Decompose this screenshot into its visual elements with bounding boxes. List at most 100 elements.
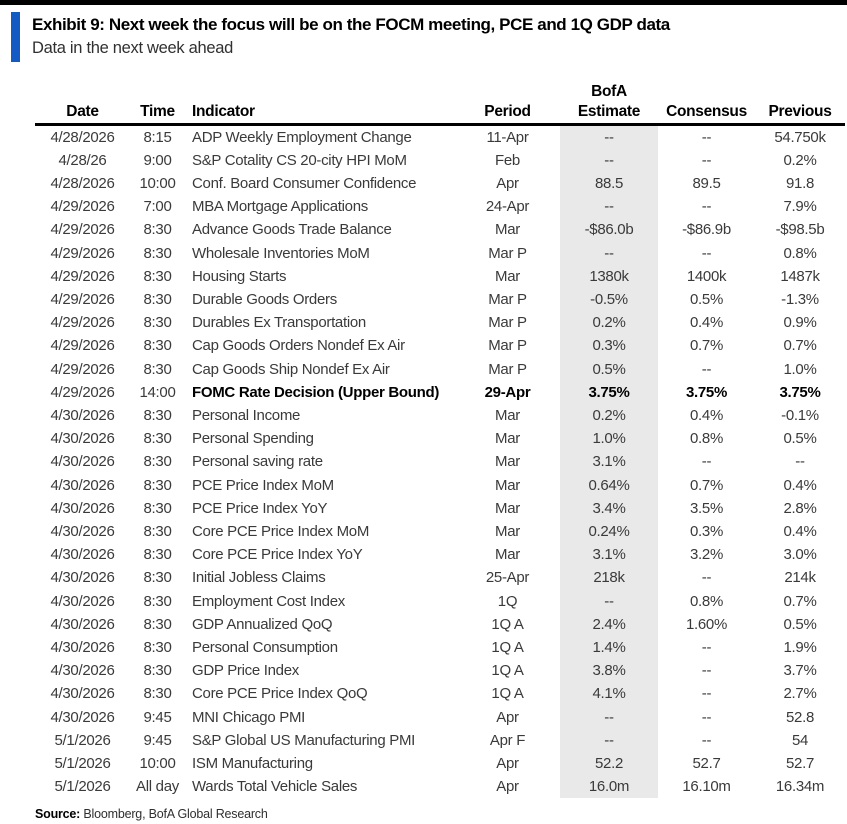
cell-period: Mar [495, 221, 520, 239]
cell-previous: 0.8% [783, 244, 817, 262]
cell-estimate: -- [560, 195, 658, 219]
cell-date: 4/29/2026 [50, 198, 115, 216]
header-period: Period [455, 101, 560, 126]
cell-period: Apr [496, 708, 519, 726]
cell-time: 8:30 [143, 522, 172, 540]
cell-indicator: Durables Ex Transportation [192, 314, 366, 332]
cell-indicator: Conf. Board Consumer Confidence [192, 174, 417, 192]
source-text: Bloomberg, BofA Global Research [80, 807, 268, 822]
cell-time: 8:30 [143, 615, 172, 633]
cell-time: 9:00 [143, 151, 172, 169]
cell-time: 8:30 [143, 337, 172, 355]
cell-period: Mar [495, 476, 520, 494]
cell-time: 8:30 [143, 476, 172, 494]
cell-time: 8:30 [143, 244, 172, 262]
cell-time: 7:00 [143, 198, 172, 216]
cell-indicator: Advance Goods Trade Balance [192, 221, 392, 239]
cell-period: 1Q A [491, 662, 524, 680]
cell-time: 10:00 [139, 174, 176, 192]
table-row: 4/28/2026 8:15 ADP Weekly Employment Chang… [35, 124, 845, 149]
cell-consensus: 0.8% [690, 592, 723, 610]
cell-consensus: 0.3% [690, 522, 723, 540]
cell-estimate: -- [560, 124, 658, 149]
cell-consensus: 3.2% [690, 546, 723, 564]
table-row: 4/30/2026 8:30 Core PCE Price Index MoM Mar… [35, 519, 845, 544]
cell-indicator: PCE Price Index MoM [192, 476, 334, 494]
cell-date: 4/28/26 [58, 151, 107, 169]
cell-previous: 1.9% [783, 638, 817, 656]
cell-indicator: Employment Cost Index [192, 592, 345, 610]
cell-date: 5/1/2026 [54, 778, 111, 796]
exhibit-header: Exhibit 9: Next week the focus will be o… [11, 12, 847, 62]
cell-date: 4/28/2026 [50, 128, 115, 146]
cell-consensus: -$86.9b [682, 221, 731, 239]
cell-period: Apr [496, 754, 519, 772]
cell-previous: 3.75% [779, 383, 821, 401]
table-row: 4/29/2026 8:30 Cap Goods Orders Nondef Ex … [35, 334, 845, 358]
cell-consensus: -- [701, 128, 712, 146]
top-divider-rule [0, 0, 847, 5]
cell-previous: 0.7% [783, 592, 817, 610]
cell-indicator: Personal saving rate [192, 453, 323, 471]
cell-consensus: -- [701, 360, 712, 378]
cell-estimate: 3.1% [560, 543, 658, 567]
table-row: 4/29/2026 8:30 Durables Ex Transportation M… [35, 311, 845, 335]
cell-indicator: MNI Chicago PMI [192, 708, 306, 726]
cell-period: Mar P [488, 337, 527, 355]
table-row: 4/29/2026 8:30 Cap Goods Ship Nondef Ex Ai… [35, 357, 845, 381]
table-row: 4/29/2026 7:00 MBA Mortgage Applications 24… [35, 195, 845, 219]
cell-date: 4/29/2026 [50, 383, 115, 401]
cell-indicator: Personal Income [192, 406, 301, 424]
cell-date: 4/30/2026 [50, 615, 115, 633]
cell-date: 4/30/2026 [50, 592, 115, 610]
header-previous: Previous [755, 101, 845, 126]
cell-time: 8:15 [143, 128, 172, 146]
cell-previous: 1487k [780, 267, 820, 285]
cell-indicator: GDP Price Index [192, 662, 299, 680]
cell-indicator: Personal Consumption [192, 638, 338, 656]
cell-indicator: Personal Spending [192, 430, 314, 448]
cell-consensus: 89.5 [692, 174, 721, 192]
cell-time: 14:00 [139, 383, 176, 401]
cell-date: 4/30/2026 [50, 430, 115, 448]
table-row: 4/29/2026 8:30 Advance Goods Trade Balance… [35, 218, 845, 242]
cell-estimate: -- [560, 728, 658, 752]
cell-estimate: 0.64% [560, 473, 658, 497]
cell-previous: 2.8% [783, 499, 817, 517]
cell-estimate: 3.75% [560, 380, 658, 404]
cell-period: Mar [495, 267, 520, 285]
cell-estimate: 0.24% [560, 519, 658, 544]
cell-date: 4/30/2026 [50, 522, 115, 540]
cell-date: 4/28/2026 [50, 174, 115, 192]
cell-time: 9:45 [143, 731, 172, 749]
cell-estimate: -$86.0b [560, 218, 658, 242]
cell-consensus: -- [701, 569, 712, 587]
cell-time: 8:30 [143, 430, 172, 448]
cell-indicator: Core PCE Price Index YoY [192, 546, 363, 564]
cell-period: Mar [495, 430, 520, 448]
source-label: Source: [35, 807, 81, 822]
header-bofa-estimate: Estimate [560, 101, 658, 126]
table-row: 4/28/2026 10:00 Conf. Board Consumer Confi… [35, 171, 845, 196]
cell-consensus: -- [701, 685, 712, 703]
cell-time: 8:30 [143, 546, 172, 564]
cell-date: 4/29/2026 [50, 360, 115, 378]
table-row: 4/30/2026 8:30 Personal Spending Mar 1.0% 0.8… [35, 427, 845, 451]
cell-period: Mar [495, 453, 520, 471]
cell-period: 11-Apr [486, 128, 529, 146]
cell-time: 8:30 [143, 360, 172, 378]
cell-time: 8:30 [143, 662, 172, 680]
cell-time: 8:30 [143, 406, 172, 424]
cell-estimate: 3.8% [560, 659, 658, 683]
cell-previous: 0.4% [783, 522, 817, 540]
cell-previous: 2.7% [783, 685, 817, 703]
table-row: 4/28/26 9:00 S&P Cotality CS 20-city HPI M… [35, 148, 845, 172]
cell-consensus: -- [701, 731, 712, 749]
cell-period: Mar [495, 499, 520, 517]
table-row: 4/30/2026 8:30 PCE Price Index MoM Mar 0.64%… [35, 473, 845, 497]
cell-date: 4/30/2026 [50, 662, 115, 680]
cell-indicator: ISM Manufacturing [192, 754, 313, 772]
economic-calendar-table: BofA Date Time Indicator Period Estimate… [35, 82, 845, 799]
cell-estimate: 0.3% [560, 334, 658, 358]
cell-indicator: Core PCE Price Index QoQ [192, 685, 368, 703]
